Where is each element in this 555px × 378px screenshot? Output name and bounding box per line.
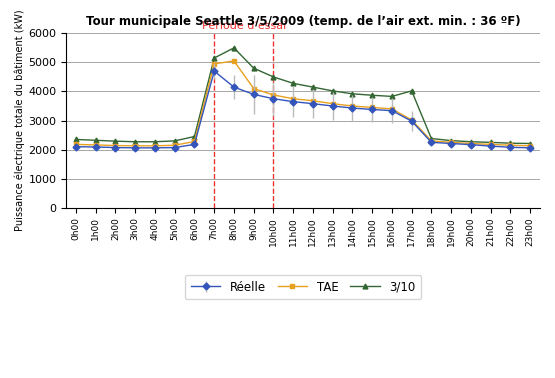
- 3/10: [467, 139, 474, 144]
- TAE: [231, 59, 238, 63]
- 3/10: [290, 81, 296, 85]
- TAE: [527, 144, 533, 148]
- TAE: [349, 104, 356, 108]
- Legend: Réelle, TAE, 3/10: Réelle, TAE, 3/10: [185, 275, 421, 299]
- TAE: [132, 144, 139, 148]
- 3/10: [191, 134, 198, 139]
- 3/10: [408, 88, 415, 93]
- TAE: [507, 143, 514, 147]
- 3/10: [132, 139, 139, 144]
- 3/10: [112, 139, 119, 143]
- TAE: [93, 143, 99, 147]
- 3/10: [507, 141, 514, 146]
- 3/10: [152, 139, 158, 144]
- TAE: [290, 96, 296, 101]
- 3/10: [93, 138, 99, 143]
- Y-axis label: Puissance électrique totale du bâtiment (kW): Puissance électrique totale du bâtiment …: [15, 10, 26, 231]
- TAE: [388, 107, 395, 111]
- TAE: [250, 86, 257, 91]
- 3/10: [388, 94, 395, 99]
- 3/10: [349, 91, 356, 96]
- 3/10: [211, 56, 218, 60]
- TAE: [428, 139, 435, 143]
- 3/10: [448, 138, 455, 143]
- Line: TAE: TAE: [74, 59, 533, 148]
- TAE: [310, 99, 316, 103]
- Title: Tour municipale Seattle 3/5/2009 (temp. de l’air ext. min. : 36 ºF): Tour municipale Seattle 3/5/2009 (temp. …: [86, 15, 521, 28]
- 3/10: [73, 137, 79, 142]
- TAE: [211, 62, 218, 66]
- 3/10: [428, 136, 435, 141]
- TAE: [448, 140, 455, 145]
- 3/10: [250, 66, 257, 70]
- TAE: [487, 142, 494, 147]
- 3/10: [171, 139, 178, 143]
- TAE: [191, 139, 198, 144]
- 3/10: [310, 85, 316, 89]
- 3/10: [231, 46, 238, 50]
- 3/10: [270, 75, 277, 79]
- 3/10: [527, 141, 533, 146]
- 3/10: [369, 93, 376, 98]
- TAE: [408, 118, 415, 122]
- TAE: [171, 143, 178, 147]
- 3/10: [329, 88, 336, 93]
- TAE: [112, 143, 119, 148]
- TAE: [329, 101, 336, 106]
- TAE: [73, 142, 79, 147]
- Text: Période d’essai: Période d’essai: [201, 20, 286, 31]
- Line: 3/10: 3/10: [74, 45, 533, 146]
- TAE: [467, 141, 474, 146]
- TAE: [152, 144, 158, 148]
- TAE: [369, 105, 376, 110]
- TAE: [270, 93, 277, 97]
- 3/10: [487, 140, 494, 145]
